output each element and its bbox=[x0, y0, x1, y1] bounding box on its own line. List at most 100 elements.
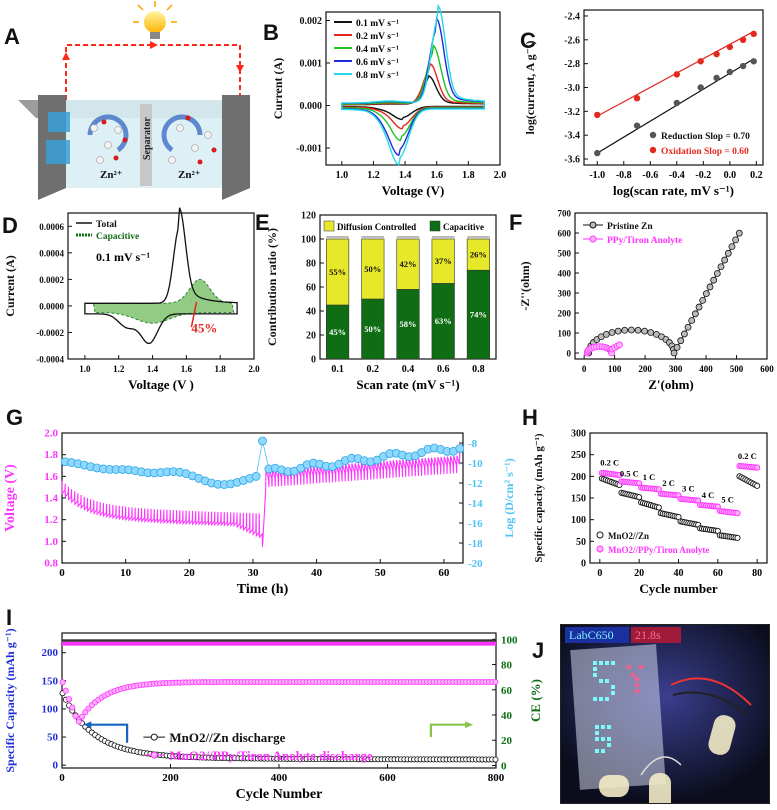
x-tick-label: 200 bbox=[638, 364, 652, 374]
data-point bbox=[655, 504, 662, 511]
rate-label: 0.2 C bbox=[600, 458, 619, 468]
bar-label: 50% bbox=[364, 264, 381, 274]
y-tick-label: 60 bbox=[306, 283, 316, 294]
y-axis-label: Specific Capacity (mAh g⁻¹) bbox=[3, 628, 17, 772]
y-tick-label: 20 bbox=[306, 331, 316, 342]
data-point bbox=[684, 323, 692, 331]
y-axis-label: Contribution ratio (%) bbox=[265, 228, 279, 346]
x-tick-label: 40 bbox=[674, 568, 684, 579]
data-point bbox=[735, 229, 743, 237]
category-label: 0.2 bbox=[367, 364, 380, 375]
y2-axis-label: CE (%) bbox=[528, 679, 543, 722]
capacity-axis-arrow bbox=[89, 723, 129, 743]
panel-label-i: I bbox=[6, 605, 13, 630]
y-axis-label: Specific capacity (mAh g⁻¹) bbox=[533, 433, 545, 563]
y-tick-label: 200 bbox=[558, 309, 572, 319]
data-point bbox=[621, 326, 629, 334]
x-axis-label: Scan rate (mV s⁻¹) bbox=[356, 377, 459, 392]
y-tick-label: 0.0004 bbox=[39, 248, 64, 258]
screen-text-1: LabC650 bbox=[569, 628, 614, 642]
total-cv-curve bbox=[84, 207, 238, 345]
x-tick-label: 30 bbox=[247, 567, 259, 579]
x-tick-label: 1.2 bbox=[113, 364, 125, 374]
chart-g: 0 10 20 30 40 50 60 0.8 1.0 1.2 1.4 1.6 1.8 2.0 Time (… bbox=[3, 428, 516, 598]
rate-label: 3 C bbox=[682, 484, 695, 494]
legend-marker bbox=[649, 146, 657, 154]
data-point bbox=[492, 678, 499, 685]
x-axis-label: log(scan rate, mV s⁻¹) bbox=[613, 183, 734, 198]
legend-marker bbox=[150, 733, 158, 741]
y2-tick-label: -12 bbox=[468, 478, 483, 490]
chart-f: 0 100 200 300 400 500 600 0 100 200 300 400 500 600 70… bbox=[518, 209, 774, 393]
legend-label: 0.4 mV s⁻¹ bbox=[356, 45, 399, 55]
rate-label: 5 C bbox=[721, 494, 734, 504]
category-label: 0.6 bbox=[437, 364, 450, 375]
y-axis-label: log(current, A g⁻¹) bbox=[523, 40, 537, 134]
x-tick-label: 2.0 bbox=[494, 170, 507, 181]
x-tick-label: 1.6 bbox=[430, 170, 443, 181]
percent-arrow bbox=[190, 301, 198, 328]
y-tick-label: 0 bbox=[567, 349, 572, 359]
y-tick-label: 100 bbox=[558, 329, 572, 339]
x-tick-label: 300 bbox=[669, 364, 683, 374]
rate-label: 4 C bbox=[702, 490, 715, 500]
y-tick-label: 1.4 bbox=[44, 493, 58, 505]
x-tick-label: 1.0 bbox=[79, 364, 91, 374]
legend-label: 0.8 mV s⁻¹ bbox=[356, 71, 399, 81]
mno2-cathode bbox=[222, 95, 250, 200]
data-point bbox=[726, 43, 734, 51]
y-tick-label: 400 bbox=[558, 269, 572, 279]
y2-tick-label: 40 bbox=[501, 710, 513, 722]
y-tick-label: 2.0 bbox=[44, 428, 58, 440]
y-tick-label: 300 bbox=[558, 289, 572, 299]
panel-label-c: C bbox=[520, 28, 536, 53]
y-tick-label: 100 bbox=[571, 515, 586, 526]
data-point bbox=[732, 236, 740, 244]
x-tick-label: 20 bbox=[184, 567, 196, 579]
data-point bbox=[754, 482, 761, 489]
chart-h: 0 20 40 60 80 0 50 100 150 200 250 300 Cycle number S… bbox=[533, 429, 768, 596]
y-tick-label: 40 bbox=[306, 307, 316, 318]
y-tick-label: 200 bbox=[571, 472, 586, 483]
led-board-photo: LabC650 21.8s bbox=[561, 625, 769, 803]
bar-cap bbox=[326, 236, 349, 239]
y-tick-label: -0.0002 bbox=[36, 328, 64, 338]
y-tick-label: 200 bbox=[42, 647, 59, 659]
x-tick-label: -1.0 bbox=[589, 170, 605, 181]
legend-marker bbox=[649, 131, 657, 139]
panel-label-g: G bbox=[6, 405, 24, 430]
y-tick-label: 150 bbox=[42, 675, 59, 687]
panel-label-h: H bbox=[522, 405, 538, 430]
data-point bbox=[492, 756, 499, 763]
legend-label: MnO2//PPy/Tiron Anolyte bbox=[608, 545, 709, 555]
y-tick-label: 0.0000 bbox=[39, 301, 64, 311]
svg-text:Zn²⁺: Zn²⁺ bbox=[178, 169, 201, 181]
x-tick-label: 1.6 bbox=[181, 364, 193, 374]
y-tick-label: 50 bbox=[576, 537, 586, 548]
y-tick-label: 0 bbox=[311, 355, 316, 366]
bar-label: 42% bbox=[400, 259, 417, 269]
x-tick-label: 200 bbox=[162, 772, 179, 784]
x-tick-label: 0 bbox=[59, 772, 65, 784]
y-tick-label: -2.8 bbox=[564, 59, 580, 70]
legend-swatch bbox=[323, 220, 335, 232]
legend-marker bbox=[589, 221, 597, 229]
x-axis-label: Cycle number bbox=[639, 581, 718, 596]
data-point bbox=[608, 329, 616, 336]
voltage-curve bbox=[61, 448, 461, 547]
chart-d: 1.0 1.2 1.4 1.6 1.8 2.0 -0.0004 -0.0002 0.0000 0.… bbox=[3, 207, 260, 392]
bar-label: 45% bbox=[329, 327, 346, 337]
y-tick-label: -3.0 bbox=[564, 83, 580, 94]
data-point bbox=[726, 68, 734, 76]
bar-cap bbox=[361, 236, 385, 239]
chart-b: 1.0 1.2 1.4 1.6 1.8 2.0 -0.001 0.000 0.001 0.002 V… bbox=[271, 3, 507, 198]
ce-axis-arrow bbox=[429, 723, 467, 738]
y-tick-label: 0.0002 bbox=[39, 275, 64, 285]
x-tick-label: 1.4 bbox=[399, 170, 412, 181]
data-point bbox=[734, 510, 741, 517]
scan-rate-annotation: 0.1 mV s⁻¹ bbox=[96, 250, 150, 264]
data-point bbox=[739, 36, 747, 44]
percent-label: 45% bbox=[191, 320, 217, 335]
circuit-wire bbox=[65, 44, 241, 108]
data-point bbox=[62, 687, 69, 694]
